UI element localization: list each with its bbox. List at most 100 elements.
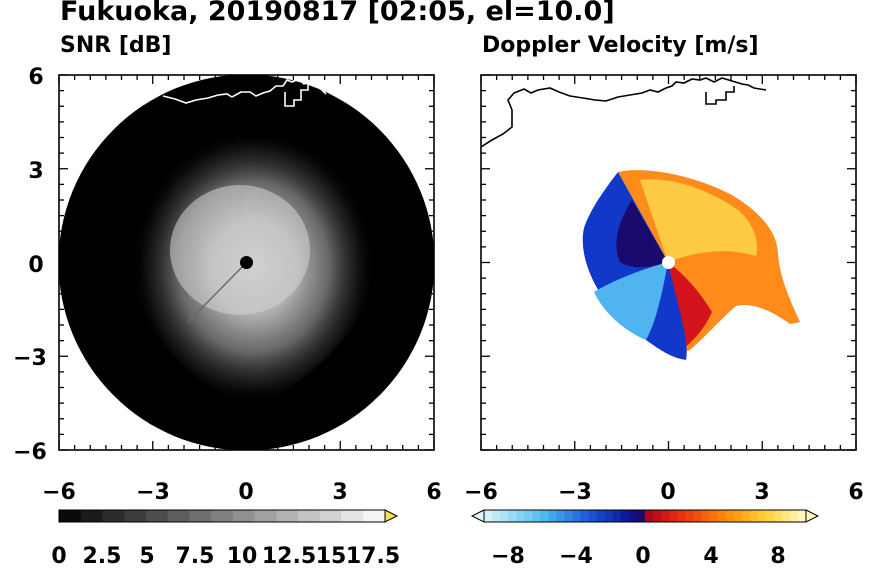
colorbar-cell xyxy=(588,510,598,522)
colorbar-cell xyxy=(540,510,549,522)
colorbar-cell xyxy=(532,510,541,522)
colorbar-tick-label: 2.5 xyxy=(83,544,122,569)
colorbar-cell xyxy=(741,510,751,522)
colorbar-cell xyxy=(124,510,147,522)
figure-title: Fukuoka, 20190817 [02:05, el=10.0] xyxy=(60,0,615,27)
colorbar-tick-label: 7.5 xyxy=(176,544,215,569)
snr-panel xyxy=(58,74,435,451)
colorbar-cell xyxy=(661,510,670,522)
snr-ticks xyxy=(58,74,435,451)
colorbar-cell xyxy=(564,510,574,522)
colorbar-cell xyxy=(211,510,234,522)
colorbar-cell xyxy=(189,510,212,522)
colorbar-cell xyxy=(298,510,321,522)
colorbar-tick-label: −4 xyxy=(559,544,593,569)
colorbar-cell xyxy=(254,510,277,522)
coastline-right xyxy=(481,77,767,148)
y-tick-label: 6 xyxy=(28,65,43,90)
colorbar-extend-min xyxy=(470,509,485,523)
colorbar-cell xyxy=(709,510,718,522)
snr-colorbar xyxy=(58,509,399,523)
colorbar-cell xyxy=(524,510,533,522)
velocity-colorbar-labels: −8 −4 0 4 8 xyxy=(491,544,786,569)
velocity-ticks xyxy=(480,74,857,451)
colorbar-tick-label: 4 xyxy=(703,544,718,569)
colorbar-cell xyxy=(765,510,775,522)
colorbar-cell xyxy=(717,510,726,522)
snr-core xyxy=(170,185,310,315)
colorbar-cell xyxy=(341,510,364,522)
x-tick-label: 6 xyxy=(426,480,441,505)
velocity-echo-strong-negative xyxy=(616,200,668,268)
colorbar-cell xyxy=(773,510,783,522)
velocity-panel xyxy=(480,74,857,451)
colorbar-cell xyxy=(102,510,125,522)
x-tick-label: 3 xyxy=(332,480,347,505)
velocity-echo-light-negative xyxy=(594,262,668,340)
colorbar-cell xyxy=(653,510,662,522)
colorbar-cell xyxy=(363,510,386,522)
colorbar-cell xyxy=(572,510,582,522)
velocity-echo-high xyxy=(640,179,758,262)
snr-radar-site xyxy=(240,256,253,269)
colorbar-cell xyxy=(556,510,565,522)
colorbar-cell xyxy=(612,510,622,522)
velocity-panel-title: Doppler Velocity [m/s] xyxy=(482,33,759,58)
colorbar-cell xyxy=(580,510,590,522)
velocity-colorbar xyxy=(470,509,820,523)
colorbar-tick-label: 0 xyxy=(635,544,650,569)
colorbar-cell xyxy=(757,510,767,522)
colorbar-tick-label: 12.5 xyxy=(262,544,316,569)
colorbar-cell xyxy=(492,510,501,522)
colorbar-cell xyxy=(232,510,256,522)
colorbar-cell xyxy=(276,510,299,522)
colorbar-cell xyxy=(484,510,493,522)
velocity-x-axis-labels: −6 −3 0 3 6 xyxy=(464,480,864,505)
colorbar-cell xyxy=(693,510,702,522)
colorbar-cell xyxy=(725,510,735,522)
colorbar-cell xyxy=(669,510,678,522)
colorbar-cell xyxy=(516,510,525,522)
colorbar-cell xyxy=(604,510,614,522)
x-tick-label: 6 xyxy=(848,480,863,505)
colorbar-cell xyxy=(645,510,654,522)
colorbar-cell xyxy=(319,510,343,522)
colorbar-cell xyxy=(596,510,606,522)
x-tick-label: 3 xyxy=(754,480,769,505)
x-tick-label: 0 xyxy=(660,480,675,505)
colorbar-tick-label: 15 xyxy=(316,544,347,569)
colorbar-extend-max xyxy=(384,509,399,523)
snr-blocked-beam xyxy=(187,261,248,323)
y-tick-label: 0 xyxy=(28,253,43,278)
x-tick-label: 0 xyxy=(238,480,253,505)
colorbar-cell xyxy=(636,510,646,522)
colorbar-tick-label: 8 xyxy=(770,544,785,569)
colorbar-cell xyxy=(733,510,743,522)
colorbar-cell xyxy=(628,510,638,522)
y-tick-label: 3 xyxy=(28,159,43,184)
colorbar-cell xyxy=(789,510,799,522)
y-tick-label: −6 xyxy=(13,440,47,465)
colorbar-cell xyxy=(59,510,82,522)
x-tick-label: −6 xyxy=(42,480,76,505)
colorbar-cell xyxy=(500,510,509,522)
colorbar-tick-label: 17.5 xyxy=(346,544,400,569)
coastline-left xyxy=(162,78,327,107)
colorbar-cell xyxy=(781,510,791,522)
colorbar-cell xyxy=(145,510,169,522)
snr-panel-title: SNR [dB] xyxy=(60,33,172,58)
colorbar-cell xyxy=(167,510,190,522)
colorbar-cell xyxy=(508,510,517,522)
colorbar-tick-label: 0 xyxy=(51,544,66,569)
colorbar-cell xyxy=(797,510,807,522)
x-tick-label: −3 xyxy=(136,480,170,505)
snr-colorbar-labels: 0 2.5 5 7.5 10 12.5 15 17.5 xyxy=(51,544,400,569)
snr-y-axis-labels: 6 3 0 −3 −6 xyxy=(13,65,47,465)
y-tick-label: −3 xyxy=(13,346,47,371)
colorbar-cell xyxy=(685,510,694,522)
colorbar-tick-label: 5 xyxy=(139,544,154,569)
velocity-radar-site xyxy=(662,256,675,269)
colorbar-cell xyxy=(620,510,630,522)
colorbar-cell xyxy=(80,510,103,522)
